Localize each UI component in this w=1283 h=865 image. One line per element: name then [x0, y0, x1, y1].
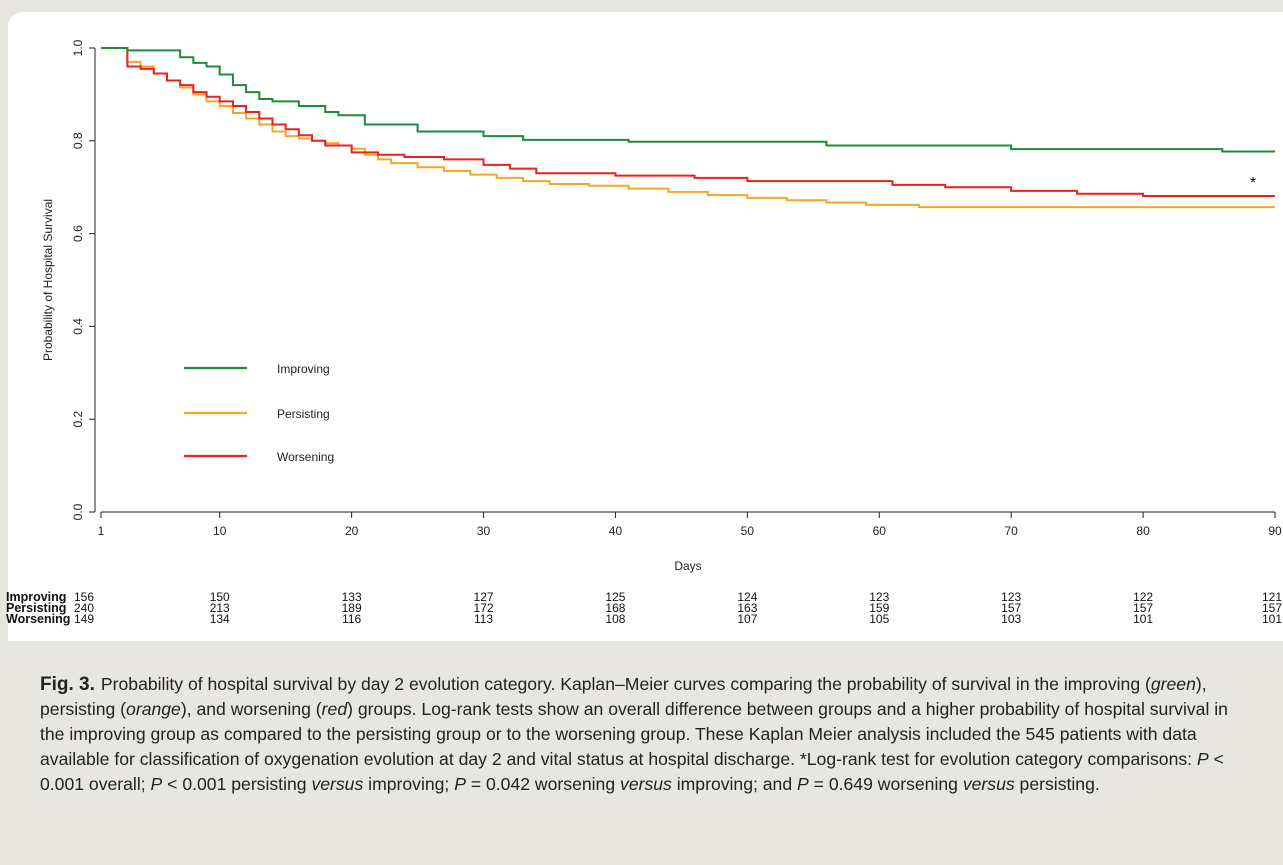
caption-text: = 0.649 worsening — [808, 774, 963, 794]
y-tick-label: 1.0 — [71, 39, 85, 56]
legend-label-persisting: Persisting — [277, 407, 330, 421]
y-axis: 0.0 0.2 0.4 0.6 0.8 1.0 Probability of Hospit… — [41, 39, 96, 520]
x-axis-label: Days — [674, 559, 701, 573]
risk-count: 168 — [605, 601, 625, 615]
caption-p: P — [454, 774, 466, 794]
risk-table: Improving 156 150 133 127 125 124 123 123 122 121 P… — [6, 590, 1282, 626]
risk-count: 134 — [210, 612, 230, 626]
curve-worsening — [101, 47, 1275, 198]
legend-label-worsening: Worsening — [277, 450, 334, 464]
risk-count: 172 — [474, 601, 494, 615]
x-axis: 1 10 20 30 40 50 60 70 80 90 Days — [98, 511, 1282, 573]
y-tick-label: 0.2 — [71, 411, 85, 428]
risk-count: 121 — [1262, 590, 1282, 604]
y-tick-label: 0.8 — [71, 132, 85, 149]
x-tick-label: 30 — [477, 524, 491, 538]
caption-text: Probability of hospital survival by day … — [100, 674, 1151, 694]
x-tick-label: 50 — [741, 524, 755, 538]
risk-count: 125 — [605, 590, 625, 604]
caption-text: ), persisting ( — [40, 674, 1207, 719]
risk-count: 124 — [737, 590, 757, 604]
caption-versus: versus — [620, 774, 672, 794]
caption-text: improving; and — [671, 774, 798, 794]
risk-count: 240 — [74, 601, 94, 615]
risk-count: 149 — [74, 612, 94, 626]
risk-count: 150 — [210, 590, 230, 604]
risk-count: 157 — [1001, 601, 1021, 615]
plot-panel — [8, 12, 1283, 641]
caption-red: red — [321, 699, 348, 719]
curve-improving — [101, 47, 1275, 153]
x-tick-label: 1 — [98, 524, 105, 538]
risk-count: 156 — [74, 590, 94, 604]
survival-curves — [101, 47, 1275, 209]
caption-text: < 0.001 overall; — [40, 749, 1224, 794]
curve-persisting — [101, 47, 1275, 209]
figure-caption: Fig. 3. Probability of hospital survival … — [40, 672, 1255, 797]
x-tick-label: 10 — [213, 524, 227, 538]
caption-p: P — [150, 774, 163, 794]
risk-count: 107 — [737, 612, 757, 626]
caption-text: persisting. — [1014, 774, 1100, 794]
risk-count: 103 — [1001, 612, 1021, 626]
risk-count: 157 — [1133, 601, 1153, 615]
risk-count: 101 — [1133, 612, 1153, 626]
x-tick-label: 60 — [873, 524, 887, 538]
caption-text: ), and worsening ( — [180, 699, 322, 719]
risk-count: 163 — [737, 601, 757, 615]
risk-count: 213 — [210, 601, 230, 615]
risk-row-label: Persisting — [6, 601, 66, 615]
risk-count: 116 — [342, 612, 361, 626]
x-tick-label: 20 — [345, 524, 359, 538]
y-tick-label: 0.6 — [71, 225, 85, 242]
figure-label: Fig. 3. — [40, 674, 95, 695]
risk-count: 123 — [869, 590, 889, 604]
risk-count: 101 — [1262, 612, 1282, 626]
y-tick-label: 0.0 — [71, 503, 85, 520]
caption-versus: versus — [962, 774, 1015, 794]
y-tick-label: 0.4 — [71, 318, 85, 335]
caption-p: P — [1196, 749, 1209, 769]
risk-row-label: Improving — [6, 590, 66, 604]
risk-count: 108 — [605, 612, 625, 626]
x-tick-label: 80 — [1136, 524, 1150, 538]
risk-count: 133 — [342, 590, 362, 604]
caption-text: < 0.001 persisting — [162, 774, 312, 794]
risk-count: 189 — [342, 601, 362, 615]
x-tick-label: 70 — [1005, 524, 1019, 538]
risk-count: 127 — [474, 590, 494, 604]
y-axis-label: Probability of Hospital Survival — [41, 199, 55, 361]
caption-text: ) groups. Log-rank tests show an overall… — [40, 699, 1228, 769]
risk-count: 157 — [1262, 601, 1282, 615]
risk-count: 122 — [1133, 590, 1153, 604]
caption-p: P — [797, 774, 809, 794]
caption-text: = 0.042 worsening — [465, 774, 621, 794]
kaplan-meier-chart: 0.0 0.2 0.4 0.6 0.8 1.0 Probability of Hospit… — [6, 39, 1282, 626]
significance-marker: * — [1250, 175, 1256, 192]
legend-label-improving: Improving — [277, 362, 330, 376]
risk-count: 113 — [474, 612, 493, 626]
caption-green: green — [1150, 674, 1196, 694]
risk-count: 159 — [869, 601, 889, 615]
caption-text: improving; — [363, 774, 455, 794]
caption-orange: orange — [126, 699, 181, 719]
caption-versus: versus — [311, 774, 364, 794]
risk-count: 123 — [1001, 590, 1021, 604]
risk-count: 105 — [869, 612, 889, 626]
x-tick-label: 40 — [609, 524, 623, 538]
legend: Improving Persisting Worsening — [184, 362, 334, 464]
risk-row-label: Worsening — [6, 612, 70, 626]
x-tick-label: 90 — [1268, 524, 1282, 538]
